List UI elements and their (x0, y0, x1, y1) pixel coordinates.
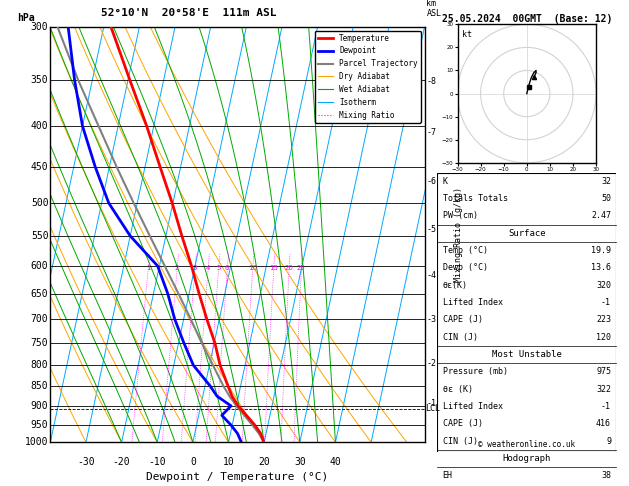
Text: -30: -30 (77, 457, 95, 467)
Text: 20: 20 (259, 457, 270, 467)
Text: 52°10'N  20°58'E  111m ASL: 52°10'N 20°58'E 111m ASL (101, 8, 277, 18)
Text: kt: kt (462, 30, 472, 39)
Text: 32: 32 (601, 177, 611, 186)
Text: 700: 700 (31, 314, 48, 324)
Text: -4: -4 (426, 271, 437, 280)
Text: 25: 25 (297, 264, 306, 271)
Text: 320: 320 (596, 280, 611, 290)
Text: Dewp (°C): Dewp (°C) (443, 263, 487, 272)
Text: LCL: LCL (425, 404, 440, 413)
Text: -8: -8 (426, 77, 437, 87)
Text: 450: 450 (31, 162, 48, 172)
Text: 350: 350 (31, 75, 48, 85)
Text: 13.6: 13.6 (591, 263, 611, 272)
Text: Lifted Index: Lifted Index (443, 298, 503, 307)
Text: -10: -10 (148, 457, 166, 467)
Text: Most Unstable: Most Unstable (492, 350, 562, 359)
Text: 500: 500 (31, 198, 48, 208)
Text: Pressure (mb): Pressure (mb) (443, 367, 508, 376)
Text: 4: 4 (206, 264, 210, 271)
Text: 800: 800 (31, 360, 48, 370)
Text: -7: -7 (426, 128, 437, 138)
Text: 300: 300 (31, 22, 48, 32)
Text: CAPE (J): CAPE (J) (443, 315, 482, 324)
Text: km
ASL: km ASL (426, 0, 442, 18)
Text: Temp (°C): Temp (°C) (443, 246, 487, 255)
Title: 25.05.2024  00GMT  (Base: 12): 25.05.2024 00GMT (Base: 12) (442, 14, 612, 23)
Text: 550: 550 (31, 231, 48, 241)
Text: © weatheronline.co.uk: © weatheronline.co.uk (478, 440, 576, 449)
Text: -5: -5 (426, 225, 437, 234)
Text: 975: 975 (596, 367, 611, 376)
Text: 850: 850 (31, 381, 48, 391)
Text: 0: 0 (190, 457, 196, 467)
Text: -1: -1 (601, 298, 611, 307)
Text: 6: 6 (225, 264, 230, 271)
Text: Totals Totals: Totals Totals (443, 194, 508, 203)
Text: 400: 400 (31, 121, 48, 131)
Text: 19.9: 19.9 (591, 246, 611, 255)
Text: 50: 50 (601, 194, 611, 203)
Text: 416: 416 (596, 419, 611, 428)
Text: 30: 30 (294, 457, 306, 467)
Text: θε (K): θε (K) (443, 384, 472, 394)
Text: Dewpoint / Temperature (°C): Dewpoint / Temperature (°C) (147, 472, 328, 482)
Text: CIN (J): CIN (J) (443, 436, 477, 446)
Text: EH: EH (443, 471, 452, 480)
Text: -1: -1 (601, 402, 611, 411)
Text: 120: 120 (596, 332, 611, 342)
Text: 10: 10 (248, 264, 257, 271)
Text: 900: 900 (31, 401, 48, 411)
Text: 20: 20 (285, 264, 294, 271)
Text: 2.47: 2.47 (591, 211, 611, 220)
Text: -2: -2 (426, 359, 437, 367)
Text: 1: 1 (146, 264, 150, 271)
Text: -3: -3 (426, 315, 437, 324)
Text: -1: -1 (426, 399, 437, 408)
Text: Hodograph: Hodograph (503, 454, 551, 463)
Text: Mixing Ratio (g/kg): Mixing Ratio (g/kg) (454, 187, 463, 282)
Text: 40: 40 (330, 457, 342, 467)
Text: 1000: 1000 (25, 437, 48, 447)
Text: 5: 5 (216, 264, 221, 271)
Text: 2: 2 (175, 264, 179, 271)
Text: CIN (J): CIN (J) (443, 332, 477, 342)
Text: 9: 9 (606, 436, 611, 446)
Text: hPa: hPa (17, 13, 35, 22)
Text: CAPE (J): CAPE (J) (443, 419, 482, 428)
Text: 10: 10 (223, 457, 235, 467)
Legend: Temperature, Dewpoint, Parcel Trajectory, Dry Adiabat, Wet Adiabat, Isotherm, Mi: Temperature, Dewpoint, Parcel Trajectory… (314, 31, 421, 122)
Text: 600: 600 (31, 261, 48, 271)
Text: 223: 223 (596, 315, 611, 324)
Text: 3: 3 (192, 264, 197, 271)
Text: Surface: Surface (508, 229, 545, 238)
Text: 15: 15 (269, 264, 278, 271)
Text: 950: 950 (31, 419, 48, 430)
Text: 650: 650 (31, 289, 48, 298)
Text: PW (cm): PW (cm) (443, 211, 477, 220)
Text: Lifted Index: Lifted Index (443, 402, 503, 411)
Text: θε(K): θε(K) (443, 280, 467, 290)
Text: 38: 38 (601, 471, 611, 480)
Text: -20: -20 (113, 457, 130, 467)
Text: 750: 750 (31, 338, 48, 348)
Text: 322: 322 (596, 384, 611, 394)
Text: K: K (443, 177, 447, 186)
Text: -6: -6 (426, 177, 437, 186)
